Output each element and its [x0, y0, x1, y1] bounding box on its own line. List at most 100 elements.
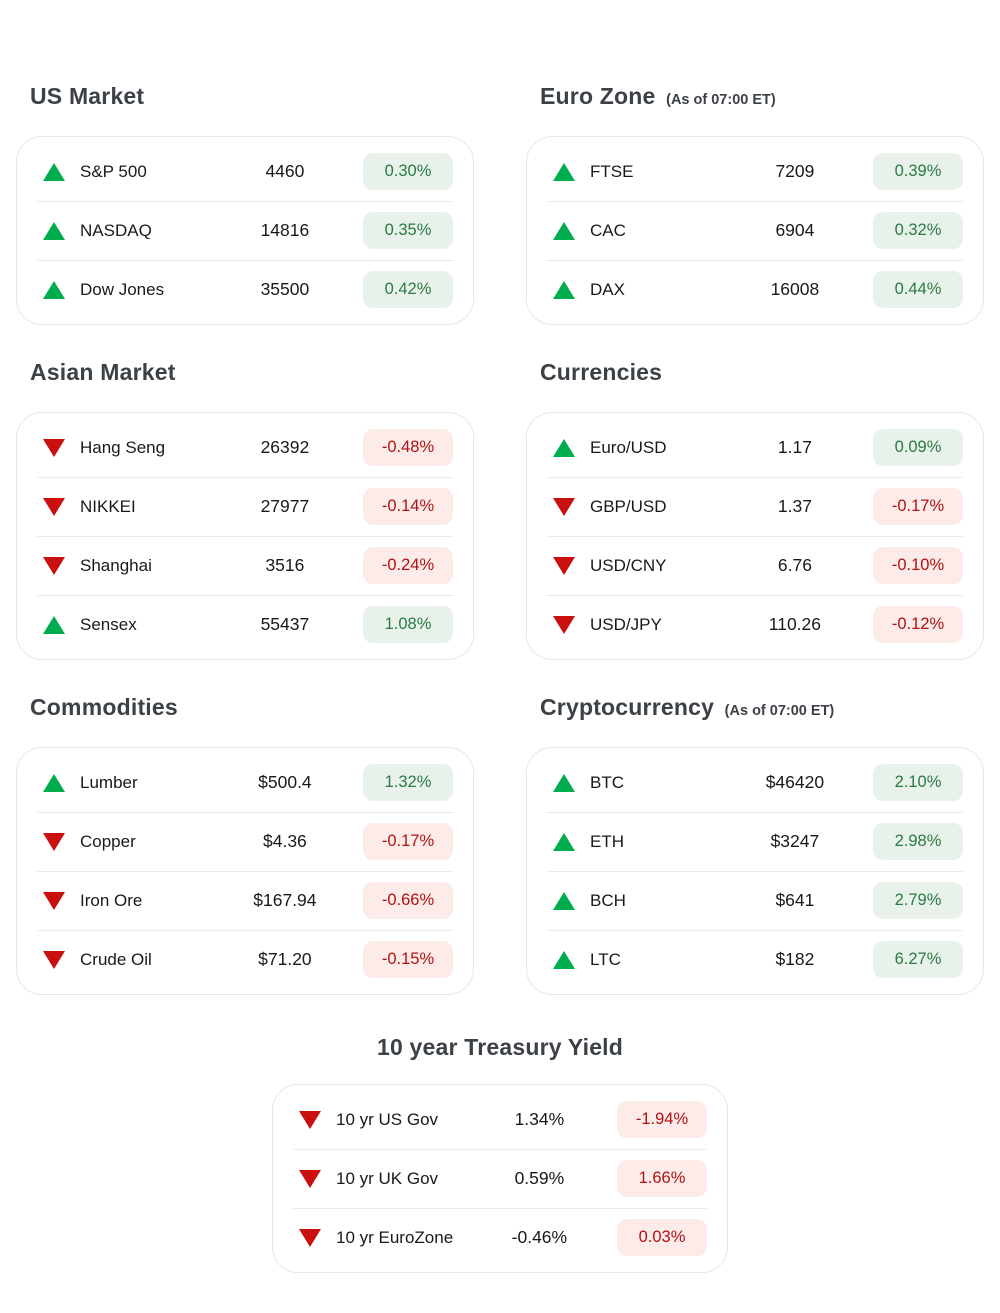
change-badge: -0.24%	[363, 547, 453, 584]
instrument-label: Lumber	[80, 772, 138, 792]
instrument-value: $3247	[770, 831, 820, 851]
market-grid: US Market S&P 500 4460 0.30% NASDAQ 14816 0.3…	[16, 82, 984, 1028]
trend-down-icon	[43, 438, 65, 457]
market-row: Hang Seng 26392 -0.48%	[17, 418, 473, 477]
section-title: Cryptocurrency	[540, 694, 715, 720]
instrument-value: 4460	[265, 161, 305, 181]
market-row: CAC 6904 0.32%	[527, 201, 983, 260]
change-badge: 0.44%	[873, 271, 963, 308]
trend-down-icon	[553, 556, 575, 575]
instrument-label: Crude Oil	[80, 949, 152, 969]
section-asian-market: Asian Market Hang Seng 26392 -0.48% NIKKEI 2…	[16, 358, 474, 660]
market-row: DAX 16008 0.44%	[527, 260, 983, 319]
market-row: Iron Ore $167.94 -0.66%	[17, 871, 473, 930]
section-header: Euro Zone (As of 07:00 ET)	[540, 82, 984, 114]
trend-down-icon	[43, 556, 65, 575]
trend-up-icon	[553, 950, 575, 969]
change-badge: 1.08%	[363, 606, 453, 643]
change-badge: -0.17%	[873, 488, 963, 525]
instrument-label: S&P 500	[80, 161, 147, 181]
market-row: BTC $46420 2.10%	[527, 753, 983, 812]
change-badge: 2.10%	[873, 764, 963, 801]
instrument-value: $4.36	[263, 831, 307, 851]
instrument-label: Sensex	[80, 614, 137, 634]
change-badge: -0.12%	[873, 606, 963, 643]
instrument-label: BTC	[590, 772, 624, 792]
section-title: 10 year Treasury Yield	[376, 1034, 624, 1060]
instrument-value: 27977	[260, 496, 310, 516]
market-card: Lumber $500.4 1.32% Copper $4.36 -0.17% Iron O…	[16, 747, 474, 995]
trend-up-icon	[43, 162, 65, 181]
trend-up-icon	[43, 615, 65, 634]
section-title: Currencies	[540, 359, 663, 385]
instrument-label: Euro/USD	[590, 437, 667, 457]
instrument-value: 16008	[770, 279, 820, 299]
section-euro-zone: Euro Zone (As of 07:00 ET) FTSE 7209 0.39%…	[526, 82, 984, 325]
instrument-label: USD/CNY	[590, 555, 667, 575]
market-row: Lumber $500.4 1.32%	[17, 753, 473, 812]
market-row: Crude Oil $71.20 -0.15%	[17, 930, 473, 989]
instrument-label: DAX	[590, 279, 625, 299]
market-row: FTSE 7209 0.39%	[527, 142, 983, 201]
trend-down-icon	[553, 615, 575, 634]
instrument-label: 10 yr UK Gov	[336, 1168, 439, 1188]
section-title: Euro Zone	[540, 83, 656, 109]
trend-down-icon	[43, 497, 65, 516]
instrument-value: 55437	[260, 614, 310, 634]
change-badge: 0.35%	[363, 212, 453, 249]
instrument-value: $167.94	[253, 890, 317, 910]
market-row: S&P 500 4460 0.30%	[17, 142, 473, 201]
change-badge: 2.98%	[873, 823, 963, 860]
market-card: BTC $46420 2.10% ETH $3247 2.98% BCH $641 2.79% L…	[526, 747, 984, 995]
trend-down-icon	[299, 1228, 321, 1247]
market-row: 10 yr EuroZone -0.46% 0.03%	[273, 1208, 727, 1267]
market-row: Copper $4.36 -0.17%	[17, 812, 473, 871]
market-row: Dow Jones 35500 0.42%	[17, 260, 473, 319]
instrument-value: 1.37	[777, 496, 812, 516]
instrument-value: 1.17	[777, 437, 812, 457]
market-card: 10 yr US Gov 1.34% -1.94% 10 yr UK Gov 0.59%…	[272, 1084, 728, 1273]
instrument-value: 14816	[260, 220, 310, 240]
section-header: Asian Market	[30, 358, 474, 390]
section-currencies: Currencies Euro/USD 1.17 0.09% GBP/USD 1.37 -…	[526, 358, 984, 660]
instrument-label: Shanghai	[80, 555, 152, 575]
instrument-value: 1.34%	[514, 1109, 565, 1129]
change-badge: -1.94%	[617, 1101, 707, 1138]
change-badge: -0.48%	[363, 429, 453, 466]
instrument-label: GBP/USD	[590, 496, 667, 516]
section-note: (As of 07:00 ET)	[666, 92, 776, 108]
instrument-label: Dow Jones	[80, 279, 165, 299]
change-badge: 0.42%	[363, 271, 453, 308]
trend-down-icon	[299, 1169, 321, 1188]
change-badge: 0.09%	[873, 429, 963, 466]
trend-down-icon	[553, 497, 575, 516]
trend-up-icon	[553, 280, 575, 299]
trend-down-icon	[299, 1110, 321, 1129]
change-badge: -0.14%	[363, 488, 453, 525]
instrument-value: $46420	[765, 772, 825, 792]
trend-up-icon	[553, 438, 575, 457]
change-badge: -0.15%	[363, 941, 453, 978]
trend-down-icon	[43, 832, 65, 851]
trend-up-icon	[553, 773, 575, 792]
instrument-value: 7209	[775, 161, 815, 181]
instrument-value: 0.59%	[514, 1168, 565, 1188]
change-badge: 0.30%	[363, 153, 453, 190]
change-badge: 0.32%	[873, 212, 963, 249]
section-title: Commodities	[30, 694, 178, 720]
instrument-value: 26392	[260, 437, 310, 457]
change-badge: -0.66%	[363, 882, 453, 919]
market-card: Euro/USD 1.17 0.09% GBP/USD 1.37 -0.17% USD/CN…	[526, 412, 984, 660]
instrument-value: 6904	[775, 220, 815, 240]
instrument-label: BCH	[590, 890, 626, 910]
instrument-label: USD/JPY	[590, 614, 662, 634]
section-title: US Market	[30, 83, 145, 109]
instrument-value: $641	[775, 890, 815, 910]
instrument-label: 10 yr EuroZone	[336, 1227, 454, 1247]
section-title: Asian Market	[30, 359, 176, 385]
section-header: Currencies	[540, 358, 984, 390]
instrument-value: 35500	[260, 279, 310, 299]
instrument-label: Copper	[80, 831, 136, 851]
change-badge: 6.27%	[873, 941, 963, 978]
instrument-value: $71.20	[258, 949, 312, 969]
